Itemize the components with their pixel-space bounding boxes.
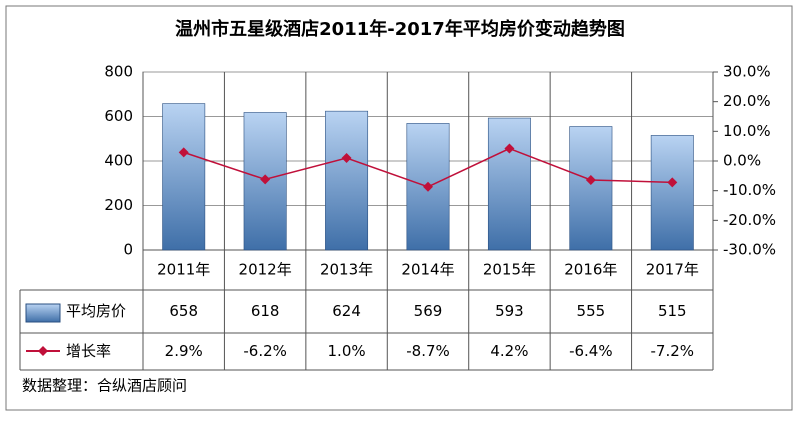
table-value: 4.2% xyxy=(490,342,528,360)
table-value: -6.4% xyxy=(569,342,613,360)
table-value: 555 xyxy=(577,302,606,320)
table-value: 658 xyxy=(169,302,198,320)
y2-tick-label: -20.0% xyxy=(723,211,776,229)
y2-tick-label: 20.0% xyxy=(723,92,771,110)
legend-label: 平均房价 xyxy=(66,302,126,320)
bar xyxy=(162,103,206,251)
growth-marker xyxy=(504,143,515,154)
table-value: -7.2% xyxy=(651,342,695,360)
bar xyxy=(325,110,369,251)
legend-swatch xyxy=(25,303,61,323)
growth-marker xyxy=(667,177,678,188)
table-value: 569 xyxy=(414,302,443,320)
table-value: 593 xyxy=(495,302,524,320)
x-tick-label: 2016年 xyxy=(564,261,617,279)
growth-marker xyxy=(423,181,433,192)
table-value: 2.9% xyxy=(165,342,203,360)
growth-marker xyxy=(585,174,596,185)
y-tick-label: 200 xyxy=(104,196,133,214)
growth-marker xyxy=(341,153,352,164)
y2-tick-label: 30.0% xyxy=(723,63,771,81)
bar xyxy=(650,135,694,251)
x-tick-label: 2013年 xyxy=(320,261,373,279)
legend-label: 增长率 xyxy=(66,342,111,360)
y2-tick-label: -30.0% xyxy=(723,241,776,259)
table-value: -6.2% xyxy=(243,342,287,360)
y-tick-label: 400 xyxy=(104,152,133,170)
table-value: -8.7% xyxy=(406,342,450,360)
source-note: 数据整理：合纵酒店顾问 xyxy=(22,377,187,395)
x-tick-label: 2015年 xyxy=(483,261,536,279)
x-tick-label: 2011年 xyxy=(157,261,210,279)
bar xyxy=(569,126,613,251)
table-value: 618 xyxy=(251,302,280,320)
x-tick-label: 2017年 xyxy=(646,261,699,279)
table-value: 1.0% xyxy=(328,342,366,360)
y2-tick-label: -10.0% xyxy=(723,181,776,199)
y2-tick-label: 0.0% xyxy=(723,152,761,170)
bar xyxy=(487,117,531,251)
y-tick-label: 600 xyxy=(104,107,133,125)
table-value: 624 xyxy=(332,302,361,320)
x-tick-label: 2012年 xyxy=(239,261,292,279)
growth-marker xyxy=(260,174,271,185)
chart-title: 温州市五星级酒店2011年-2017年平均房价变动趋势图 xyxy=(175,18,625,40)
y-tick-label: 0 xyxy=(123,241,133,259)
y-tick-label: 800 xyxy=(104,63,133,81)
x-tick-label: 2014年 xyxy=(401,261,454,279)
growth-marker xyxy=(178,147,189,158)
legend-marker xyxy=(38,346,48,356)
y2-tick-label: 10.0% xyxy=(723,122,771,140)
table-value: 515 xyxy=(658,302,687,320)
